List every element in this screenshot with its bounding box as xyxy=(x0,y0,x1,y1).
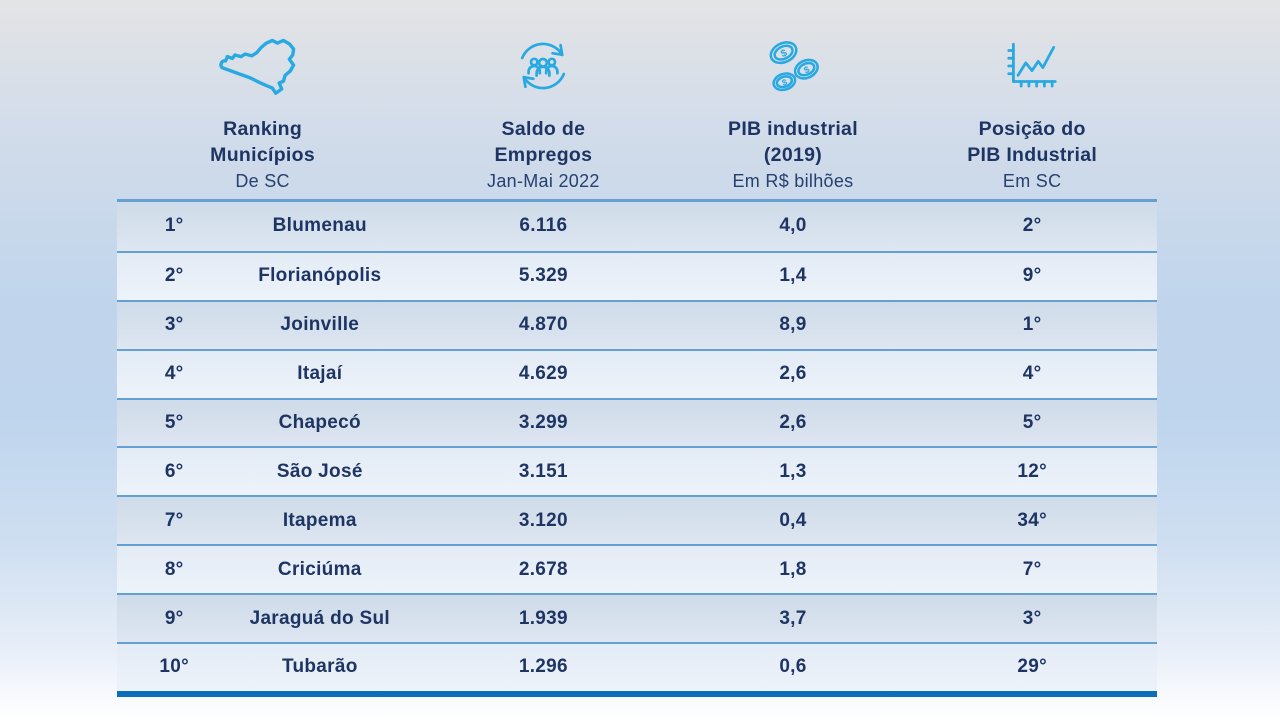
cell-pib-industrial: 8,9 xyxy=(779,314,807,336)
cell-municipality: Itapema xyxy=(282,509,357,531)
cell-saldo-empregos: 3.299 xyxy=(518,412,568,433)
cell-posicao-pib: 2° xyxy=(1022,215,1042,237)
column-header: Posição do PIB Industrial Em SC xyxy=(907,28,1157,193)
cell-pib-industrial: 1,3 xyxy=(779,460,807,482)
cell-saldo-empregos: 2.678 xyxy=(518,558,568,580)
table-row: 9° Jaraguá do Sul 1.939 3,7 3° xyxy=(117,593,1157,643)
table-row: 7° Itapema 3.120 0,4 34° xyxy=(117,495,1157,545)
cell-saldo-empregos: 5.329 xyxy=(518,265,568,287)
cell-posicao-pib: 5° xyxy=(1022,412,1042,433)
cell-posicao-pib: 12° xyxy=(1017,460,1047,482)
cell-saldo-empregos: 4.870 xyxy=(518,314,568,336)
cell-saldo-empregos: 4.629 xyxy=(518,363,568,385)
column-subtitle: Em SC xyxy=(1002,171,1062,191)
cell-municipality: Florianópolis xyxy=(258,265,382,287)
cell-municipality: Itajaí xyxy=(297,363,343,385)
table-row: 1° Blumenau 6.116 4,0 2° xyxy=(117,202,1157,251)
cell-posicao-pib: 1° xyxy=(1022,314,1042,336)
cell-rank: 1° xyxy=(164,215,184,237)
table-row: 2° Florianópolis 5.329 1,4 9° xyxy=(117,250,1157,300)
cell-pib-industrial: 2,6 xyxy=(779,363,807,385)
column-header: $ $ $ PIB industrial (2019) Em R$ bilhões xyxy=(679,28,908,193)
cell-rank: 3° xyxy=(164,314,184,336)
cell-saldo-empregos: 1.296 xyxy=(518,656,568,678)
column-subtitle: Jan-Mai 2022 xyxy=(487,171,600,191)
cell-posicao-pib: 29° xyxy=(1017,656,1047,678)
cell-municipality: Tubarão xyxy=(281,656,358,678)
table-row: 8° Criciúma 2.678 1,8 7° xyxy=(117,544,1157,594)
cell-saldo-empregos: 1.939 xyxy=(518,607,568,629)
column-title: PIB industrial (2019) xyxy=(728,118,858,166)
cell-rank: 9° xyxy=(164,607,184,629)
cell-municipality: Blumenau xyxy=(272,215,367,237)
cell-rank: 7° xyxy=(164,509,184,531)
cell-municipality: Jaraguá do Sul xyxy=(249,607,390,629)
column-header: Ranking Municípios De SC xyxy=(117,28,408,193)
cell-pib-industrial: 1,4 xyxy=(779,265,807,287)
chart-icon xyxy=(1001,28,1063,104)
cell-rank: 10° xyxy=(159,656,190,678)
table-row: 5° Chapecó 3.299 2,6 5° xyxy=(117,397,1157,447)
table-row: 10° Tubarão 1.296 0,6 29° xyxy=(117,642,1157,691)
coins-icon: $ $ $ xyxy=(760,28,826,104)
cell-pib-industrial: 2,6 xyxy=(779,412,807,433)
cell-posicao-pib: 9° xyxy=(1022,265,1042,287)
cell-rank: 8° xyxy=(164,558,184,580)
ranking-table: 1° Blumenau 6.116 4,0 2° 2° Florianópoli… xyxy=(117,199,1157,697)
cell-municipality: Criciúma xyxy=(277,558,362,580)
column-title: Ranking Municípios xyxy=(210,118,316,166)
cell-saldo-empregos: 3.120 xyxy=(518,509,568,531)
column-title: Posição do PIB Industrial xyxy=(967,118,1098,166)
column-subtitle: Em R$ bilhões xyxy=(732,171,854,191)
cell-municipality: Chapecó xyxy=(278,412,361,433)
table-row: 6° São José 3.151 1,3 12° xyxy=(117,446,1157,496)
cell-municipality: Joinville xyxy=(280,314,360,336)
cell-municipality: São José xyxy=(276,460,363,482)
table-row: 3° Joinville 4.870 8,9 1° xyxy=(117,299,1157,349)
column-subtitle: De SC xyxy=(235,171,290,191)
column-header: Saldo de Empregos Jan-Mai 2022 xyxy=(408,28,678,193)
svg-text:$: $ xyxy=(779,48,789,61)
cell-posicao-pib: 4° xyxy=(1022,363,1042,385)
svg-text:$: $ xyxy=(802,63,812,76)
cell-posicao-pib: 7° xyxy=(1022,558,1042,580)
cell-pib-industrial: 3,7 xyxy=(779,607,807,629)
sc-map-icon xyxy=(215,28,311,104)
cell-pib-industrial: 1,8 xyxy=(779,558,807,580)
cell-saldo-empregos: 6.116 xyxy=(519,215,568,237)
svg-text:$: $ xyxy=(781,77,789,88)
cell-rank: 6° xyxy=(164,460,184,482)
people-cycle-icon xyxy=(511,28,575,104)
cell-pib-industrial: 0,6 xyxy=(779,656,807,678)
cell-posicao-pib: 3° xyxy=(1022,607,1042,629)
cell-pib-industrial: 4,0 xyxy=(779,215,807,237)
cell-posicao-pib: 34° xyxy=(1017,509,1047,531)
table-body: 1° Blumenau 6.116 4,0 2° 2° Florianópoli… xyxy=(117,202,1157,691)
table-header: Ranking Municípios De SC Saldo de Empregos… xyxy=(117,28,1157,193)
cell-saldo-empregos: 3.151 xyxy=(518,460,568,482)
cell-pib-industrial: 0,4 xyxy=(779,509,807,531)
cell-rank: 5° xyxy=(164,412,184,433)
cell-rank: 2° xyxy=(164,265,184,287)
cell-rank: 4° xyxy=(164,363,184,385)
table-row: 4° Itajaí 4.629 2,6 4° xyxy=(117,348,1157,398)
column-title: Saldo de Empregos xyxy=(494,118,593,166)
